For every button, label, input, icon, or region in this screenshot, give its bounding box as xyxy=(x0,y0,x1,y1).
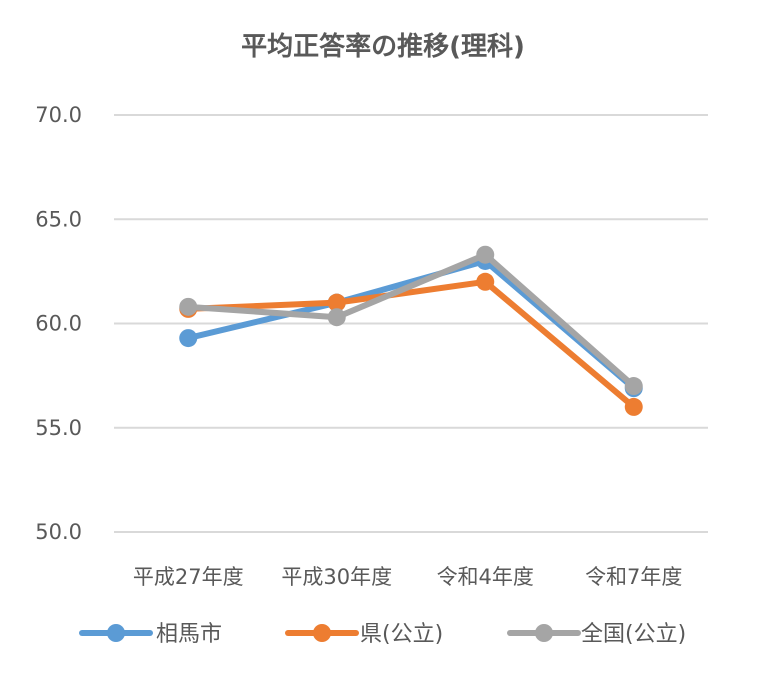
legend-item-somashi: 相馬市 xyxy=(79,622,222,647)
x-tick-label: 平成30年度 xyxy=(281,565,392,589)
y-tick-label: 50.0 xyxy=(35,520,82,544)
y-tick-label: 70.0 xyxy=(35,103,82,127)
legend-label: 県(公立) xyxy=(360,622,443,647)
y-tick-label: 65.0 xyxy=(35,207,82,231)
data-point xyxy=(327,293,346,312)
data-point xyxy=(476,272,495,291)
x-axis: 平成27年度 平成30年度 令和4年度 令和7年度 xyxy=(133,565,683,589)
series-2 xyxy=(179,245,643,396)
series-0 xyxy=(179,251,643,398)
data-point xyxy=(624,377,643,396)
chart-title: 平均正答率の推移(理科) xyxy=(241,31,525,62)
series-1 xyxy=(179,272,643,416)
series-line xyxy=(185,278,637,410)
legend-item-ken: 県(公立) xyxy=(285,622,443,647)
x-tick-label: 令和4年度 xyxy=(437,565,534,589)
legend: 相馬市 県(公立) 全国(公立) xyxy=(79,622,686,647)
data-point xyxy=(476,245,495,264)
y-tick-label: 60.0 xyxy=(35,312,82,336)
x-tick-label: 平成27年度 xyxy=(133,565,244,589)
data-point xyxy=(179,297,198,316)
legend-label: 全国(公立) xyxy=(581,622,686,647)
legend-marker xyxy=(107,624,125,642)
data-point xyxy=(327,308,346,327)
y-axis: 70.0 65.0 60.0 55.0 50.0 xyxy=(35,103,82,544)
data-point xyxy=(179,329,198,348)
series-layer xyxy=(179,245,643,416)
y-tick-label: 55.0 xyxy=(35,416,82,440)
legend-marker xyxy=(313,624,331,642)
series-line xyxy=(185,257,637,392)
legend-label: 相馬市 xyxy=(156,622,222,647)
series-line xyxy=(185,251,637,390)
x-tick-label: 令和7年度 xyxy=(585,565,682,589)
data-point xyxy=(624,397,643,416)
legend-marker xyxy=(535,624,553,642)
gridlines xyxy=(114,114,708,533)
legend-item-zenkoku: 全国(公立) xyxy=(507,622,686,647)
